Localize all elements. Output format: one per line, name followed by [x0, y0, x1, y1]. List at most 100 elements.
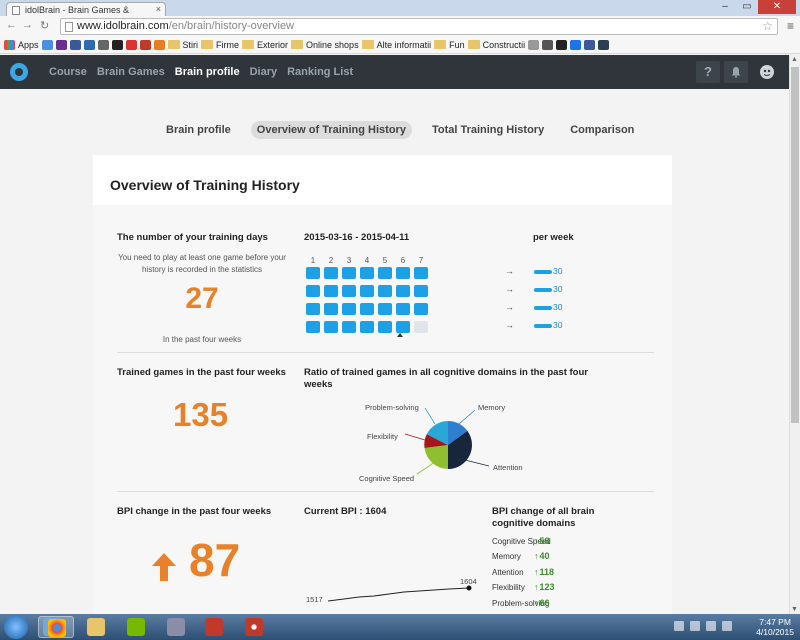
taskbar-app-game[interactable]: [196, 616, 232, 638]
bookmark-icon-item[interactable]: [111, 39, 123, 50]
page-scrollbar[interactable]: ▲ ▼: [789, 55, 800, 614]
week-value: 30: [553, 302, 563, 312]
nav-diary[interactable]: Diary: [249, 66, 278, 78]
tab-comparison[interactable]: Comparison: [570, 124, 635, 136]
right-arrow-icon: →: [505, 302, 514, 312]
folder-icon: [242, 40, 255, 49]
maximize-button[interactable]: ▭: [742, 1, 752, 12]
bpi-domain-value: 123: [539, 582, 555, 592]
tray-flag-icon[interactable]: [690, 621, 700, 631]
bookmark-icon-item[interactable]: [598, 39, 610, 50]
bookmark-icon-item[interactable]: [542, 39, 554, 50]
bpi-trend-line: [327, 587, 470, 602]
bookmark-icon-item[interactable]: [125, 39, 137, 50]
bookmark-icon-item[interactable]: [139, 39, 151, 50]
windows-taskbar: 7:47 PM 4/10/2015: [0, 614, 800, 640]
bookmark-online-shops[interactable]: Online shops: [291, 40, 359, 50]
window-close-button[interactable]: ✕: [758, 0, 796, 14]
scroll-down-arrow-icon[interactable]: ▼: [791, 606, 798, 613]
nav-ranking-list[interactable]: Ranking List: [287, 66, 354, 78]
tab-brain-profile[interactable]: Brain profile: [166, 124, 231, 136]
url-host: www.idolbrain.com: [77, 20, 169, 32]
pie-leader-problem-solving: [424, 407, 436, 425]
taskbar-app-nvidia[interactable]: [118, 616, 154, 638]
address-bar[interactable]: www.idolbrain.com/en/brain/history-overv…: [60, 18, 778, 35]
idolbrain-logo-icon[interactable]: [10, 63, 28, 81]
calendar-day-trained: [378, 303, 392, 315]
nav-course[interactable]: Course: [49, 66, 87, 78]
bookmark-icon-item[interactable]: [556, 39, 568, 50]
bookmark-apps[interactable]: Apps: [4, 39, 39, 50]
bpi-domain-change: ↑123: [534, 582, 555, 592]
reload-icon[interactable]: ↻: [40, 20, 50, 32]
calendar-day-trained: [414, 285, 428, 297]
bookmark-alte-informatii[interactable]: Alte informatii: [361, 39, 432, 50]
bookmark-icon-item[interactable]: [97, 39, 109, 50]
taskbar-app-manager[interactable]: [158, 616, 194, 638]
bookmark-favicon-icon: [528, 39, 540, 50]
page-icon: [65, 22, 73, 32]
taskbar-app-explorer[interactable]: [78, 616, 114, 638]
url-path: /en/brain/history-overview: [168, 20, 295, 32]
bookmark-icon-item[interactable]: [55, 39, 67, 50]
bookmark-label: Exterior: [257, 39, 289, 50]
bpi-domain-name: Flexibility: [492, 583, 525, 592]
tab-overview-of-training-history[interactable]: Overview of Training History: [250, 121, 412, 139]
calendar-day-untrained: [414, 321, 428, 333]
bookmark-icon-item[interactable]: [83, 39, 95, 50]
calendar-day-trained: [360, 321, 374, 333]
bookmark-icon-item[interactable]: [528, 39, 540, 50]
chrome-menu-icon[interactable]: ≡: [786, 19, 794, 33]
calendar-day-trained: [324, 285, 338, 297]
bookmark-label: Alte informatii: [376, 39, 432, 50]
bookmark-exterior[interactable]: Exterior: [242, 40, 288, 50]
scroll-up-arrow-icon[interactable]: ▲: [791, 56, 798, 63]
browser-tab[interactable]: idolBrain - Brain Games & ×: [6, 2, 166, 17]
calendar-day-number: 4: [364, 256, 370, 265]
taskbar-app-chrome[interactable]: [38, 616, 74, 638]
tray-volume-icon[interactable]: [722, 621, 732, 631]
card-title: Overview of Training History: [110, 177, 300, 193]
taskbar-app-other[interactable]: [236, 616, 272, 638]
user-avatar[interactable]: [755, 61, 779, 83]
apps-grid-icon: [4, 39, 15, 50]
folder-icon: [291, 40, 304, 49]
calendar-day-trained: [360, 267, 374, 279]
clock[interactable]: 7:47 PM 4/10/2015: [756, 617, 794, 637]
start-button[interactable]: [4, 615, 28, 639]
bookmark-icon-item[interactable]: [69, 39, 81, 50]
bookmark-label: Online shops: [306, 39, 359, 50]
tray-arrow-icon[interactable]: [674, 621, 684, 631]
notifications-button[interactable]: [724, 61, 748, 83]
nav-brain-profile[interactable]: Brain profile: [174, 66, 240, 78]
nav-brain-games[interactable]: Brain Games: [96, 66, 165, 78]
per-week-heading: per week: [533, 232, 574, 243]
bookmark-constructii[interactable]: Constructii: [467, 40, 525, 50]
back-arrow-icon[interactable]: ←: [6, 19, 17, 31]
folder-icon: [201, 40, 214, 49]
bookmark-icon-item[interactable]: [584, 39, 596, 50]
tab-title: idolBrain - Brain Games &: [25, 5, 130, 15]
calendar-day-trained: [378, 285, 392, 297]
bookmark-icon-item[interactable]: [153, 39, 165, 50]
bookmark-firme[interactable]: Firme: [201, 40, 239, 50]
bookmark-icon-item[interactable]: [41, 39, 53, 50]
folder-icon: [467, 40, 480, 49]
bookmark-favicon-icon: [97, 39, 109, 50]
bookmark-fun[interactable]: Fun: [434, 40, 465, 50]
help-button[interactable]: ?: [696, 61, 720, 83]
folder-icon: [434, 40, 447, 49]
tray-network-icon[interactable]: [706, 621, 716, 631]
bookmark-star-icon[interactable]: ☆: [762, 19, 773, 33]
bookmark-icon-item[interactable]: [570, 39, 582, 50]
pie-slice-memory: [448, 421, 468, 445]
forward-arrow-icon[interactable]: →: [22, 19, 33, 31]
bookmark-stiri[interactable]: Stiri: [167, 40, 198, 50]
green-up-arrow-icon: ↑: [534, 567, 539, 577]
bpi-end-label: 1604: [460, 577, 477, 586]
card-header: Overview of Training History: [93, 155, 672, 205]
minimize-button[interactable]: –: [722, 1, 728, 12]
tab-total-training-history[interactable]: Total Training History: [431, 124, 545, 136]
tab-close-icon[interactable]: ×: [155, 4, 161, 14]
scrollbar-thumb[interactable]: [791, 67, 799, 423]
